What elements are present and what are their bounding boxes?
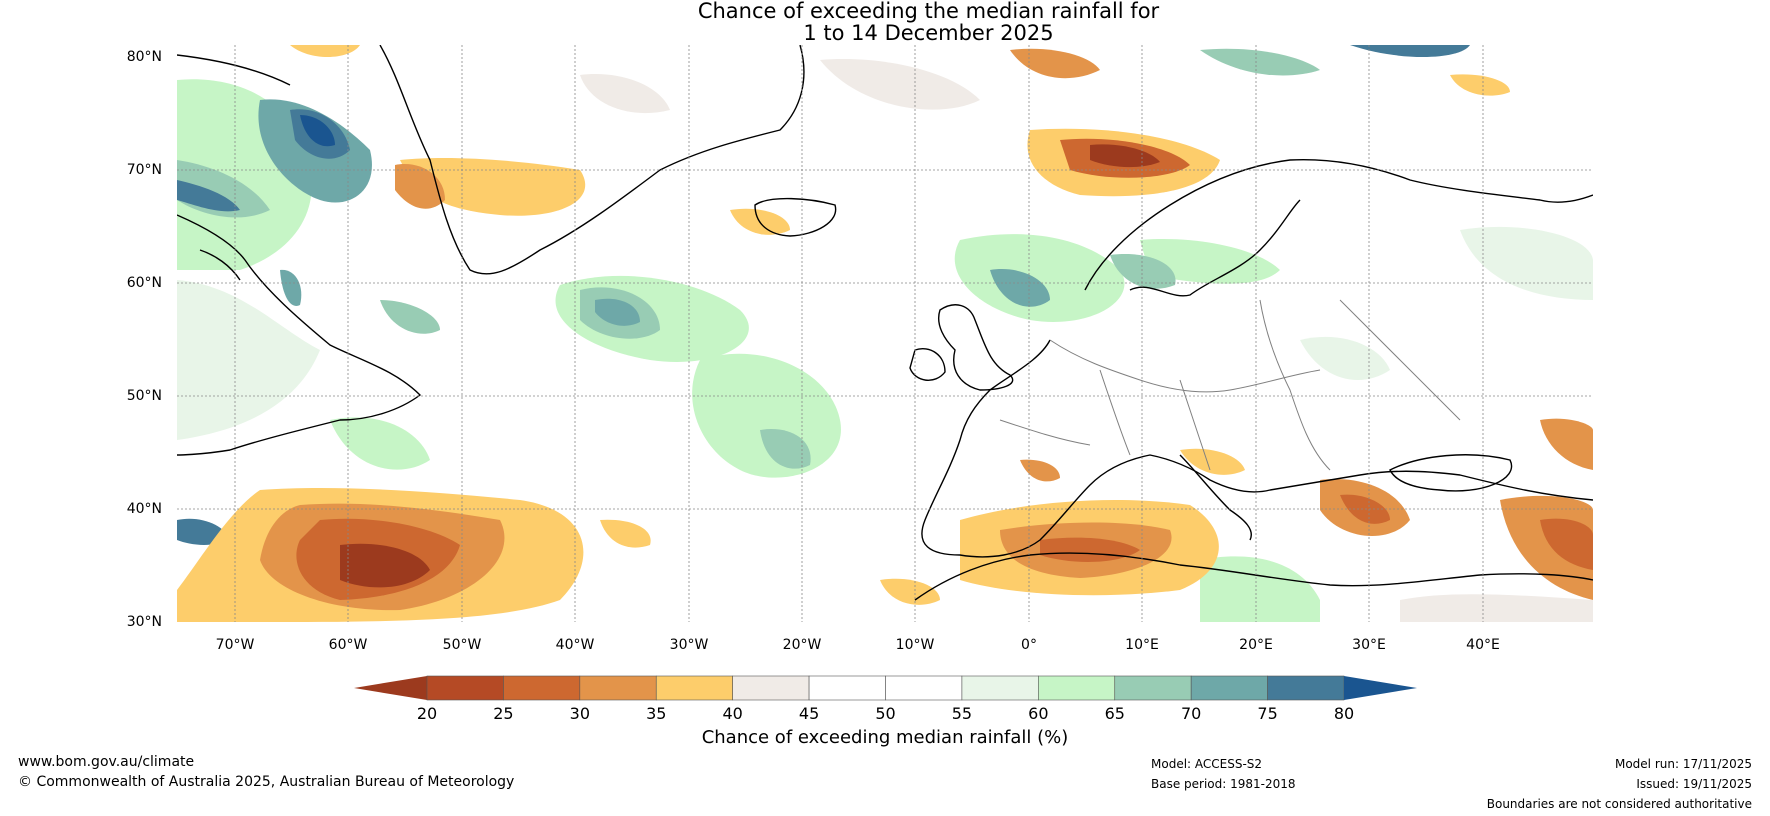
colorbar-high-arrow [1344, 676, 1417, 700]
colorbar-tick-label: 35 [646, 704, 666, 723]
map-title-line1: Chance of exceeding the median rainfall … [697, 0, 1160, 23]
lat-label: 70°N [127, 162, 162, 178]
footer-base-period: Base period: 1981-2018 [1151, 777, 1296, 791]
lon-label: 30°E [1352, 637, 1386, 653]
colorbar-segment [808, 675, 886, 701]
lat-label: 30°N [127, 614, 162, 630]
colorbar-segment [1190, 675, 1268, 701]
colorbar-tick-label: 65 [1105, 704, 1125, 723]
colorbar-label: Chance of exceeding median rainfall (%) [701, 727, 1069, 748]
probability-field-wet-strong [177, 45, 1470, 545]
colorbar-segment [961, 675, 1039, 701]
colorbar-tick-label: 50 [875, 704, 895, 723]
lon-label: 20°E [1239, 637, 1273, 653]
lon-label: 20°W [783, 637, 822, 653]
colorbar-segment [732, 675, 810, 701]
lat-label: 40°N [127, 501, 162, 517]
footer-model: Model: ACCESS-S2 [1151, 757, 1263, 771]
lon-label: 30°W [670, 637, 709, 653]
lat-label: 50°N [127, 388, 162, 404]
colorbar-low-arrow [354, 676, 427, 700]
colorbar-segment [885, 675, 963, 701]
colorbar-tick-label: 80 [1334, 704, 1354, 723]
colorbar-tick-label: 30 [570, 704, 590, 723]
colorbar-segment [1267, 675, 1345, 701]
probability-field-dry [177, 45, 1593, 622]
lon-label: 0° [1021, 637, 1037, 653]
footer-issued: Issued: 19/11/2025 [1636, 777, 1752, 791]
map-title-line2: 1 to 14 December 2025 [803, 21, 1054, 45]
colorbar-segment [579, 675, 657, 701]
colorbar-tick-label: 45 [799, 704, 819, 723]
colorbar-segment [426, 675, 504, 701]
colorbar-tick-label: 70 [1181, 704, 1201, 723]
lat-label: 80°N [127, 49, 162, 65]
lon-label: 50°W [443, 637, 482, 653]
colorbar: 20 25 30 35 40 45 50 55 60 65 70 75 80 [354, 675, 1417, 723]
colorbar-tick-label: 25 [493, 704, 513, 723]
colorbar-segment [1114, 675, 1192, 701]
colorbar-tick-label: 40 [722, 704, 742, 723]
lon-label: 40°E [1466, 637, 1500, 653]
colorbar-segment [655, 675, 733, 701]
lon-label: 40°W [556, 637, 595, 653]
colorbar-tick-label: 55 [952, 704, 972, 723]
footer-copyright: © Commonwealth of Australia 2025, Austra… [18, 774, 515, 790]
colorbar-tick-label: 20 [417, 704, 437, 723]
coastlines [177, 45, 1593, 601]
lon-label: 10°W [896, 637, 935, 653]
colorbar-tick-label: 75 [1257, 704, 1277, 723]
footer-url[interactable]: www.bom.gov.au/climate [18, 754, 195, 770]
colorbar-tick-label: 60 [1028, 704, 1048, 723]
lon-label: 70°W [216, 637, 255, 653]
lon-label: 10°E [1125, 637, 1159, 653]
lat-label: 60°N [127, 275, 162, 291]
graticule [177, 45, 1593, 622]
colorbar-segment [503, 675, 581, 701]
footer-disclaimer: Boundaries are not considered authoritat… [1486, 797, 1752, 811]
colorbar-segment [1038, 675, 1116, 701]
country-borders [999, 299, 1461, 471]
lon-label: 60°W [329, 637, 368, 653]
footer-model-run: Model run: 17/11/2025 [1614, 757, 1752, 771]
